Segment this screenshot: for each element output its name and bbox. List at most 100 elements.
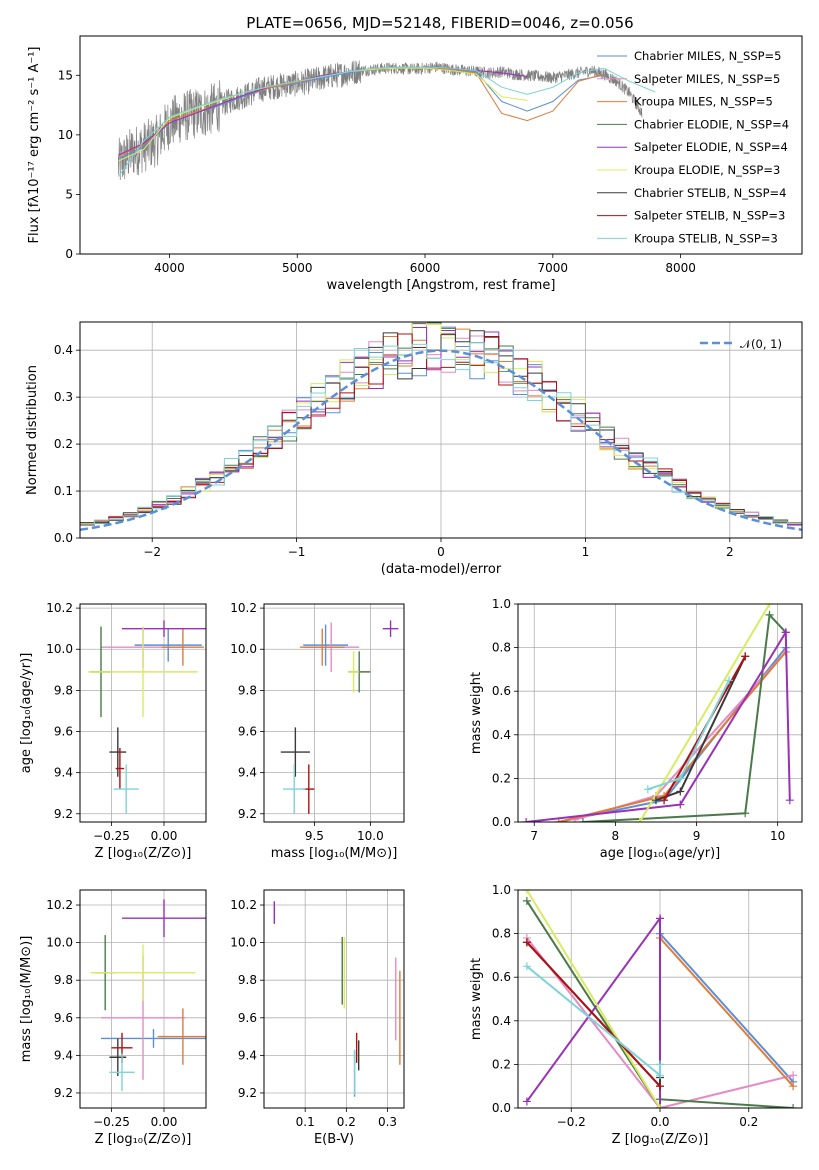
- x-axis-label: age [log₁₀(age/yr)]: [600, 846, 721, 861]
- plus-marker: [578, 818, 587, 822]
- legend-label: Kroupa ELODIE, N_SSP=3: [634, 163, 780, 177]
- x-tick-label: −0.25: [93, 1115, 130, 1129]
- x-axis-label: (data-model)/error: [381, 562, 502, 577]
- y-tick-label: 9.6: [238, 725, 257, 739]
- y-tick-label: 10.2: [46, 898, 73, 912]
- y-tick-label: 10.2: [230, 601, 257, 615]
- errorbar-point: [122, 899, 206, 937]
- errorbar-plot-area: [280, 620, 399, 814]
- y-tick-label: 9.2: [54, 807, 73, 821]
- x-tick-label: 7: [530, 829, 538, 843]
- y-tick-label: 1.0: [492, 883, 511, 897]
- y-tick-label: 9.4: [54, 1048, 73, 1062]
- x-tick-label: −0.2: [557, 1115, 586, 1129]
- plus-marker: [789, 1104, 798, 1108]
- plus-marker: [789, 1071, 798, 1080]
- x-tick-label: 0.0: [650, 1115, 669, 1129]
- residuals-panel: −2 −1 0 1 2 0.0 0.1 0.2 0.3 0.4 (data-model)/error…: [25, 321, 803, 577]
- errorbar-point: [115, 747, 125, 790]
- y-tick-label: 0.3: [54, 390, 73, 404]
- legend-label: Chabrier ELODIE, N_SSP=4: [634, 117, 789, 131]
- plus-marker: [522, 938, 531, 947]
- mass-weight-vs-Z-panel: −0.2 0.0 0.2 0.0 0.2 0.4 0.6 0.8 1.0 Z [log₁₀(Z/Z…: [469, 883, 803, 1147]
- y-axis-label: Normed distribution: [25, 365, 40, 495]
- plus-marker: [522, 896, 531, 905]
- spectrum-plot-area: [117, 60, 656, 181]
- x-tick-label: 10.0: [357, 829, 384, 843]
- y-tick-label: 5: [65, 187, 73, 201]
- age-vs-Z-panel: −0.25 0.00 9.2 9.4 9.6 9.8 10.0 10.2 Z [log₁₀(Z/…: [19, 601, 207, 861]
- x-tick-label: 0.2: [337, 1115, 356, 1129]
- plus-marker: [660, 796, 669, 805]
- plus-marker: [676, 774, 685, 783]
- y-tick-label: 0.4: [54, 343, 73, 357]
- plus-marker: [741, 652, 750, 661]
- errorbar-point: [113, 764, 139, 814]
- mass-weight-vs-age-panel: 7 8 9 10 0.0 0.2 0.4 0.6 0.8 1.0 age [log₁₀(age/yr…: [469, 597, 803, 861]
- y-tick-label: 10: [58, 128, 73, 142]
- y-tick-label: 9.6: [54, 1011, 73, 1025]
- x-axis-label: E(B-V): [314, 1132, 354, 1147]
- x-tick-label: 0.00: [151, 1115, 178, 1129]
- y-tick-label: 0.0: [54, 531, 73, 545]
- x-tick-label: 5000: [282, 261, 313, 275]
- y-tick-label: 10.0: [46, 642, 73, 656]
- y-tick-label: 0.4: [492, 1014, 511, 1028]
- y-axis-label: mass [log₁₀(M/M⊙)]: [19, 936, 34, 1063]
- x-tick-label: 0.3: [378, 1115, 397, 1129]
- y-axis-label: Flux [fλ10⁻¹⁷ erg cm⁻² s⁻¹ A⁻¹]: [27, 47, 42, 244]
- errorbar-point: [161, 628, 204, 666]
- plus-marker: [656, 1060, 664, 1069]
- x-tick-label: 9: [693, 829, 701, 843]
- y-tick-label: 9.4: [238, 1048, 257, 1062]
- age-vs-mass-panel: 9.5 10.0 9.2 9.4 9.6 9.8 10.0 10.2 mass [log₁₀(M…: [230, 601, 405, 861]
- legend-label: Kroupa MILES, N_SSP=5: [634, 95, 773, 109]
- x-axis-label: Z [log₁₀(Z/Z⊙)]: [95, 846, 192, 861]
- errorbar-point: [109, 1053, 135, 1092]
- y-tick-label: 9.8: [54, 973, 73, 987]
- plus-marker: [676, 800, 685, 809]
- y-tick-label: 9.8: [238, 973, 257, 987]
- plus-marker: [656, 1071, 664, 1080]
- plus-marker: [522, 818, 531, 822]
- normal-curve-line: [80, 349, 802, 532]
- y-tick-label: 1.0: [492, 597, 511, 611]
- x-tick-label: 4000: [154, 261, 185, 275]
- spectrum-title: PLATE=0656, MJD=52148, FIBERID=0046, z=0…: [246, 14, 633, 32]
- plot-frame: [263, 889, 405, 1109]
- plot-frame: [79, 35, 803, 255]
- errorbar-point: [122, 620, 206, 637]
- mass-vs-Z-panel: −0.25 0.00 9.2 9.4 9.6 9.8 10.0 10.2 Z [log₁₀(Z/…: [19, 889, 207, 1147]
- y-tick-label: 0.0: [492, 1101, 511, 1115]
- y-tick-label: 0.4: [492, 728, 511, 742]
- y-axis-label: mass weight: [469, 958, 484, 1040]
- errorbar-point: [303, 624, 348, 666]
- y-tick-label: 0.1: [54, 484, 73, 498]
- x-tick-label: 2: [726, 545, 734, 559]
- histogram-plot-area: [80, 322, 802, 538]
- observed-spectrum-line: [117, 60, 643, 181]
- y-tick-label: 0.2: [54, 437, 73, 451]
- plot-frame: [517, 889, 803, 1109]
- x-tick-label: 8000: [665, 261, 696, 275]
- x-tick-label: 8: [612, 829, 620, 843]
- y-tick-label: 0.2: [492, 771, 511, 785]
- line-plot-area: [522, 604, 794, 822]
- y-tick-label: 9.2: [238, 807, 257, 821]
- plus-marker: [676, 787, 685, 796]
- legend-label: Salpeter ELODIE, N_SSP=4: [634, 140, 788, 154]
- legend-label: Chabrier MILES, N_SSP=5: [634, 49, 781, 63]
- plus-marker: [522, 962, 531, 971]
- y-tick-label: 10.0: [46, 936, 73, 950]
- x-axis-label: Z [log₁₀(Z/Z⊙)]: [612, 1132, 709, 1147]
- errorbar-point: [88, 626, 198, 718]
- plus-marker: [724, 676, 733, 685]
- errorbar-point: [299, 628, 345, 666]
- plus-marker: [651, 796, 660, 805]
- legend-label: Salpeter STELIB, N_SSP=3: [634, 209, 785, 223]
- x-tick-label: 1: [582, 545, 590, 559]
- x-tick-label: 0.00: [151, 829, 178, 843]
- mass-weight-line: [526, 628, 791, 822]
- x-tick-label: 0: [437, 545, 445, 559]
